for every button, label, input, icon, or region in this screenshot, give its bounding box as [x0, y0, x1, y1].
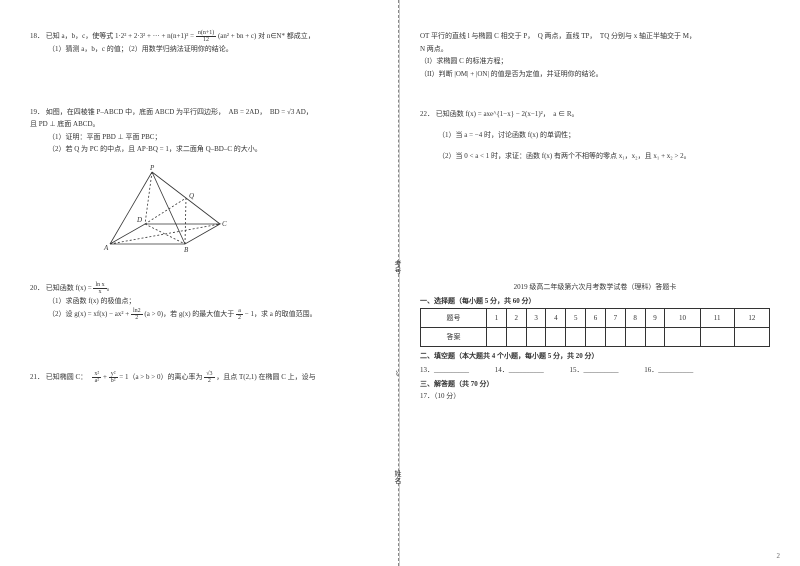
q18-stem-a: 已知 a，b，c，使等式 1·2² + 2·3² + ··· + n(n+1)²… — [46, 32, 196, 40]
q18-stem-b: (an² + bn + c) 对 n∈N* 都成立， — [218, 32, 315, 40]
right-column: 考号 ⌇ 姓名 OT 平行的直线 l 与椭圆 C 相交于 P， Q 两点，直线 … — [400, 0, 800, 566]
q20-p1: （1）求函数 f(x) 的极值点； — [48, 295, 379, 308]
q19-p2: （2）若 Q 为 PC 的中点，且 AP·BQ = 1，求二面角 Q–BD–C … — [48, 143, 379, 156]
page-number: 2 — [777, 552, 781, 560]
q20-stem: 已知函数 f(x) = — [46, 284, 94, 292]
binding-margin: 考号 ⌇ 姓名 — [398, 0, 417, 566]
pyramid-figure: P A B C D Q — [90, 164, 240, 254]
q22-p1: （1）当 a = −4 时，讨论函数 f(x) 的单调性； — [438, 129, 770, 142]
answer-card-title: 2019 级高二年级第六次月考数学试卷（理科）答题卡 — [420, 282, 770, 292]
question-21: 21． 已知椭圆 C： x²a² + y²b² = 1（a > b > 0）的离… — [30, 371, 379, 384]
svg-text:Q: Q — [189, 192, 194, 200]
question-21-cont: OT 平行的直线 l 与椭圆 C 相交于 P， Q 两点，直线 TP， TQ 分… — [420, 30, 770, 80]
section-2-label: 二、填空题（本大题共 4 个小题，每小题 5 分，共 20 分） — [420, 351, 770, 361]
q22-stem: 已知函数 f(x) = axe^{1−x} − 2(x−1)²， a ∈ R。 — [436, 110, 579, 118]
q20-p2: （2）设 g(x) = xf(x) − ax² + ln22 (a > 0)，若… — [48, 308, 379, 321]
answer-card: 2019 级高二年级第六次月考数学试卷（理科）答题卡 一、选择题（每小题 5 分… — [420, 282, 770, 401]
row-label: 题号 — [421, 309, 487, 328]
q18-num: 18． — [30, 32, 44, 40]
svg-text:B: B — [184, 246, 189, 254]
question-18: 18． 已知 a，b，c，使等式 1·2² + 2·3² + ··· + n(n… — [30, 30, 379, 56]
binding-mid-mark: ⌇ — [393, 370, 401, 378]
question-20: 20． 已知函数 f(x) = ln x x 。 （1）求函数 f(x) 的极值… — [30, 282, 379, 321]
section-3-label: 三、解答题（共 70 分） — [420, 379, 770, 389]
question-22: 22． 已知函数 f(x) = axe^{1−x} − 2(x−1)²， a ∈… — [420, 108, 770, 162]
q22-num: 22． — [420, 110, 434, 118]
q19-stem-b: 且 PD ⊥ 底面 ABCD。 — [30, 118, 379, 131]
q19-num: 19． — [30, 108, 44, 116]
table-row: 答案 — [421, 328, 770, 347]
q19-p1: （1）证明：平面 PBD ⊥ 平面 PBC； — [48, 131, 379, 144]
binding-name: 姓名 — [393, 470, 403, 484]
svg-text:C: C — [222, 220, 227, 228]
q18-p1: （1）猜测 a，b，c 的值；（2）用数学归纳法证明你的结论。 — [48, 43, 379, 56]
choice-table: 题号 1 2 3 4 5 6 7 8 9 10 11 12 答案 — [420, 308, 770, 347]
q20-frac: ln x x — [93, 282, 106, 295]
svg-text:D: D — [136, 216, 142, 224]
q20-num: 20． — [30, 284, 44, 292]
exam-page: 18． 已知 a，b，c，使等式 1·2² + 2·3² + ··· + n(n… — [0, 0, 800, 566]
svg-text:A: A — [103, 244, 109, 252]
left-column: 18． 已知 a，b，c，使等式 1·2² + 2·3² + ··· + n(n… — [0, 0, 400, 566]
q21-num: 21． — [30, 373, 44, 381]
svg-text:P: P — [149, 164, 155, 172]
binding-exam-id: 考号 — [393, 260, 403, 274]
q19-stem-a: 如图，在四棱锥 P–ABCD 中，底面 ABCD 为平行四边形， AB = 2A… — [46, 108, 313, 116]
question-19: 19． 如图，在四棱锥 P–ABCD 中，底面 ABCD 为平行四边形， AB … — [30, 106, 379, 254]
section-3b-label: 17．（10 分） — [420, 391, 770, 401]
ans-label: 答案 — [421, 328, 487, 347]
table-row: 题号 1 2 3 4 5 6 7 8 9 10 11 12 — [421, 309, 770, 328]
q22-p2: （2）当 0 < a < 1 时，求证：函数 f(x) 有两个不相等的零点 x₁… — [438, 150, 770, 163]
section-1-label: 一、选择题（每小题 5 分，共 60 分） — [420, 296, 770, 306]
fill-blanks: 13．__________ 14．__________ 15．_________… — [420, 365, 770, 375]
q18-frac: n(n+1) 12 — [196, 30, 216, 43]
